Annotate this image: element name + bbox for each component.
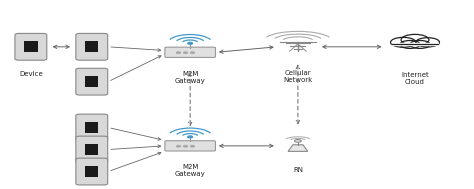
Circle shape	[191, 52, 194, 53]
FancyBboxPatch shape	[76, 158, 108, 185]
Bar	[392, 43, 438, 45]
FancyBboxPatch shape	[165, 47, 216, 57]
Circle shape	[191, 146, 194, 147]
Circle shape	[177, 52, 180, 53]
Bar	[24, 41, 37, 52]
FancyBboxPatch shape	[165, 141, 216, 151]
Bar	[85, 144, 99, 155]
Circle shape	[294, 140, 301, 142]
Circle shape	[400, 40, 420, 48]
Text: Cellular
Network: Cellular Network	[283, 70, 312, 83]
Circle shape	[401, 34, 429, 45]
Text: M2M
Gateway: M2M Gateway	[175, 164, 206, 177]
Circle shape	[416, 38, 439, 47]
Circle shape	[391, 37, 416, 47]
Circle shape	[188, 136, 192, 138]
Bar	[85, 41, 99, 52]
Text: Internet
Cloud: Internet Cloud	[401, 72, 429, 84]
Circle shape	[183, 52, 187, 53]
Text: RN: RN	[293, 167, 303, 173]
Text: M2M
Gateway: M2M Gateway	[175, 71, 206, 84]
Bar	[85, 166, 99, 177]
FancyBboxPatch shape	[76, 136, 108, 163]
Circle shape	[188, 42, 192, 44]
Circle shape	[177, 146, 180, 147]
Circle shape	[410, 40, 430, 48]
Polygon shape	[288, 145, 308, 151]
Bar	[85, 122, 99, 133]
Circle shape	[183, 146, 187, 147]
FancyBboxPatch shape	[76, 68, 108, 95]
Bar	[85, 76, 99, 87]
Text: Device: Device	[19, 71, 43, 77]
FancyBboxPatch shape	[76, 33, 108, 60]
FancyBboxPatch shape	[76, 114, 108, 141]
FancyBboxPatch shape	[15, 33, 47, 60]
